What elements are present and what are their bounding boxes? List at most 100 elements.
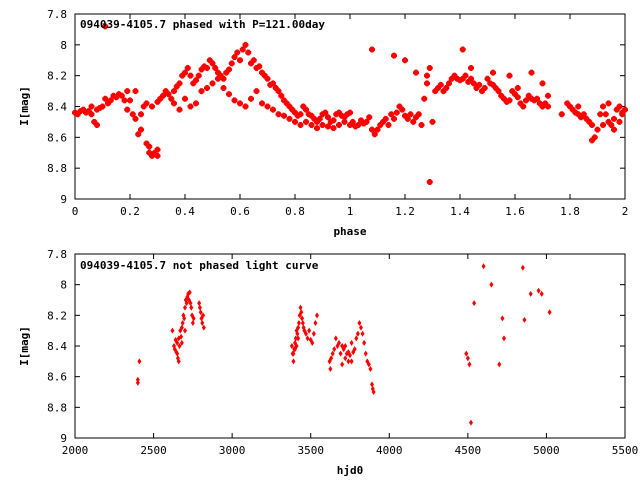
data-point (333, 335, 338, 342)
data-point (547, 309, 552, 316)
data-point (296, 320, 301, 326)
data-point (355, 330, 360, 337)
data-point (470, 80, 477, 87)
data-point (589, 122, 595, 128)
data-point (536, 287, 541, 294)
y-tick-label: 8.2 (47, 70, 67, 83)
data-point (294, 327, 299, 334)
data-point (135, 379, 140, 386)
data-point (467, 361, 472, 368)
y-axis-label: I[mag] (18, 326, 31, 366)
data-point (545, 103, 551, 110)
data-point (330, 125, 337, 132)
data-point (289, 343, 294, 349)
data-point (237, 100, 243, 107)
data-point (469, 419, 473, 426)
data-point (165, 91, 172, 98)
data-point (215, 75, 221, 82)
x-axis-label: hjd0 (337, 464, 364, 477)
data-point (198, 309, 203, 316)
data-point (138, 111, 144, 118)
data-point (180, 320, 185, 326)
data-point (189, 304, 194, 311)
data-point (315, 312, 319, 319)
data-point (369, 126, 375, 133)
data-point (228, 60, 235, 67)
data-point (127, 97, 133, 104)
data-point (253, 88, 260, 95)
data-point (602, 111, 609, 118)
data-point (545, 92, 551, 99)
data-point (616, 103, 623, 110)
data-point (316, 115, 323, 122)
data-point (296, 335, 301, 342)
data-point (187, 103, 194, 110)
data-point (94, 122, 100, 128)
data-point (311, 330, 316, 337)
x-tick-label: 1.6 (505, 205, 525, 218)
data-point (303, 106, 309, 113)
y-tick-label: 8.8 (47, 162, 67, 175)
data-point (363, 350, 368, 357)
data-point (399, 106, 406, 113)
data-point (245, 49, 252, 56)
data-point (349, 118, 356, 125)
data-point (179, 339, 184, 346)
data-point (357, 320, 362, 326)
data-point (600, 122, 606, 128)
data-point (168, 95, 175, 102)
data-point (341, 118, 348, 125)
data-point (388, 111, 395, 118)
data-point (522, 316, 527, 323)
data-point (204, 85, 210, 91)
data-point (523, 97, 529, 104)
data-point (611, 126, 617, 133)
data-point (132, 115, 139, 122)
data-point (270, 106, 276, 113)
data-point (226, 91, 232, 98)
data-point (102, 23, 109, 30)
x-tick-label: 3500 (297, 444, 324, 457)
x-tick-label: 1 (347, 205, 354, 218)
data-point (183, 327, 187, 334)
data-point (239, 46, 246, 53)
x-tick-label: 2 (622, 205, 629, 218)
data-point (304, 330, 308, 337)
data-point (619, 109, 626, 116)
data-point (209, 80, 216, 87)
data-point (426, 179, 433, 186)
data-point (371, 389, 376, 395)
unphased-light-curve-panel: 2000 2500 3000 3500 4000 4500 5000 5500 7.8 8 8.2 8… (18, 248, 638, 477)
data-point (465, 355, 470, 362)
data-point (182, 95, 188, 102)
data-point (154, 146, 161, 153)
data-point (121, 97, 128, 104)
data-points (72, 23, 628, 186)
data-point (129, 111, 136, 118)
data-point (198, 88, 205, 95)
data-point (187, 72, 194, 79)
x-tick-label: 5500 (612, 444, 639, 457)
y-tick-label: 8 (60, 279, 67, 292)
data-point (347, 109, 353, 116)
x-tick-label: 1.4 (450, 205, 470, 218)
data-point (520, 264, 525, 271)
data-point (415, 111, 422, 118)
data-point (539, 290, 544, 297)
data-point (135, 376, 140, 383)
data-point (193, 77, 199, 84)
data-point (355, 122, 362, 128)
y-axis-label: I[mag] (18, 86, 31, 126)
data-point (514, 94, 521, 101)
data-point (366, 361, 371, 368)
y-tick-label: 8 (60, 39, 67, 52)
data-point (506, 97, 513, 104)
data-point (175, 350, 180, 357)
data-point (616, 118, 623, 125)
data-point (514, 85, 521, 91)
data-point (281, 112, 287, 119)
data-point (308, 122, 315, 128)
data-point (256, 63, 263, 70)
data-point (298, 304, 303, 311)
y-tick-label: 8.4 (47, 340, 67, 353)
